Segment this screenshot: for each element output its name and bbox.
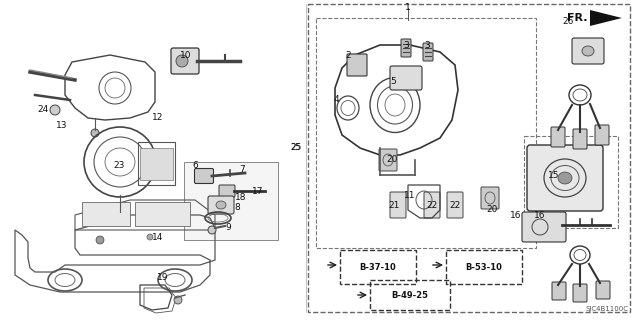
Text: FR.: FR.: [566, 13, 587, 23]
FancyBboxPatch shape: [551, 127, 565, 147]
Text: 20: 20: [486, 205, 498, 214]
FancyBboxPatch shape: [595, 125, 609, 145]
FancyBboxPatch shape: [447, 192, 463, 218]
Ellipse shape: [582, 46, 594, 56]
Text: 12: 12: [152, 114, 164, 123]
Polygon shape: [140, 148, 173, 180]
Circle shape: [91, 129, 99, 137]
FancyBboxPatch shape: [82, 202, 130, 226]
FancyBboxPatch shape: [424, 192, 440, 218]
Text: 10: 10: [180, 51, 192, 60]
FancyBboxPatch shape: [573, 129, 587, 149]
FancyBboxPatch shape: [552, 282, 566, 300]
Text: 24: 24: [37, 106, 49, 115]
FancyBboxPatch shape: [379, 149, 397, 171]
Text: 25: 25: [291, 143, 301, 153]
Text: 19: 19: [157, 274, 169, 283]
Text: 16: 16: [534, 211, 546, 220]
Polygon shape: [590, 10, 622, 26]
Ellipse shape: [216, 201, 226, 209]
Circle shape: [116, 211, 124, 219]
Text: 5: 5: [390, 77, 396, 86]
Text: 14: 14: [152, 234, 164, 243]
Circle shape: [96, 236, 104, 244]
Polygon shape: [184, 162, 278, 240]
Text: 18: 18: [236, 193, 247, 202]
FancyBboxPatch shape: [572, 38, 604, 64]
Text: 22: 22: [449, 201, 461, 210]
Text: 8: 8: [234, 204, 240, 212]
FancyBboxPatch shape: [573, 284, 587, 302]
Text: 2: 2: [345, 51, 351, 60]
Text: 25: 25: [291, 143, 301, 153]
FancyBboxPatch shape: [596, 281, 610, 299]
FancyBboxPatch shape: [219, 185, 235, 197]
FancyBboxPatch shape: [208, 196, 234, 214]
FancyBboxPatch shape: [527, 145, 603, 211]
Circle shape: [174, 296, 182, 304]
FancyBboxPatch shape: [390, 66, 422, 90]
Text: 16: 16: [510, 211, 522, 220]
Text: B-37-10: B-37-10: [360, 262, 396, 271]
Text: 13: 13: [56, 121, 68, 130]
Text: 1: 1: [405, 4, 411, 12]
Text: 21: 21: [388, 201, 400, 210]
Circle shape: [147, 234, 153, 240]
FancyBboxPatch shape: [135, 202, 190, 226]
Text: 15: 15: [548, 171, 560, 180]
Text: 7: 7: [239, 165, 245, 174]
Text: 17: 17: [252, 188, 264, 196]
Circle shape: [50, 105, 60, 115]
FancyBboxPatch shape: [401, 39, 411, 57]
Text: B-53-10: B-53-10: [465, 262, 502, 271]
Text: 3: 3: [424, 41, 430, 50]
Circle shape: [208, 226, 216, 234]
FancyBboxPatch shape: [195, 169, 214, 183]
FancyBboxPatch shape: [390, 192, 406, 218]
Text: 9: 9: [225, 223, 231, 233]
Circle shape: [176, 55, 188, 67]
Text: 22: 22: [426, 201, 438, 210]
Text: B-49-25: B-49-25: [392, 291, 429, 300]
FancyBboxPatch shape: [522, 212, 566, 242]
Text: 23: 23: [113, 161, 125, 170]
Text: 26: 26: [563, 18, 573, 27]
FancyBboxPatch shape: [347, 54, 367, 76]
Text: 6: 6: [192, 161, 198, 170]
Text: SJC4B1100C: SJC4B1100C: [585, 306, 628, 312]
FancyBboxPatch shape: [171, 48, 199, 74]
Text: 3: 3: [403, 41, 409, 50]
Ellipse shape: [558, 172, 572, 184]
FancyBboxPatch shape: [481, 187, 499, 209]
Text: 20: 20: [387, 156, 397, 164]
Text: 4: 4: [333, 95, 339, 105]
Text: 11: 11: [404, 191, 416, 201]
FancyBboxPatch shape: [423, 43, 433, 61]
